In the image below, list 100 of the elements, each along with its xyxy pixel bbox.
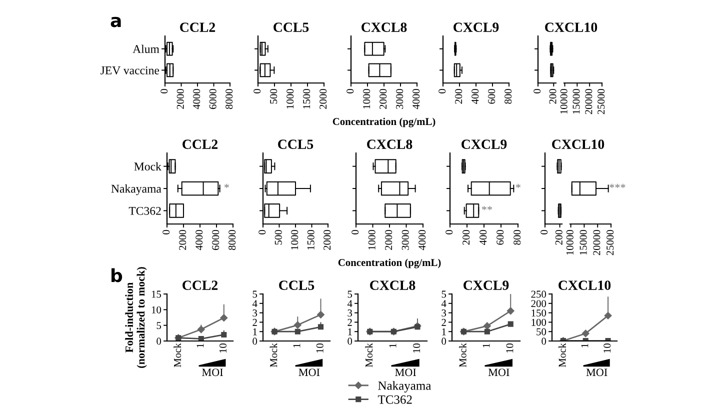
x-tick-label: 1000: [368, 230, 376, 250]
x-tick-label: 3000: [396, 88, 404, 109]
x-tick-label: 8000: [228, 230, 236, 250]
x-tick-label: Mock: [459, 343, 466, 368]
x-tick-label: 1000: [291, 230, 298, 250]
x-tick-label: 15000: [572, 88, 580, 114]
y-tick-label: 1: [442, 328, 446, 336]
chart-title: CCL2: [182, 140, 218, 149]
x-tick-label: 1: [196, 344, 204, 348]
x-tick-label: 2000: [179, 230, 186, 250]
chart-title: CXCL8: [367, 140, 412, 149]
x-tick-label: 600: [496, 230, 504, 245]
x-tick-label: 10: [219, 343, 227, 353]
y-tick-label: Nakayama: [111, 184, 162, 196]
x-tick-label: 15000: [580, 230, 587, 255]
y-tick-label: 2: [442, 318, 446, 326]
chart-title: CXCL9: [464, 280, 509, 290]
y-axis-title: Fold-induction (normalized to mock): [125, 267, 147, 368]
y-tick-label: Alum: [132, 44, 160, 54]
annotation: ***: [610, 184, 626, 188]
x-tick-label: 0: [162, 230, 170, 234]
x-tick-label: 0: [352, 230, 359, 234]
x-axis-title: Concentration (pg/mL): [332, 118, 436, 128]
y-tick-label: 10: [152, 306, 162, 314]
x-tick-label: 4000: [196, 230, 203, 250]
y-tick-label: 4: [252, 300, 258, 308]
y-tick-label: 3: [252, 310, 258, 317]
x-tick-label: 1: [293, 344, 300, 348]
x-tick-label: 200: [549, 88, 556, 104]
chart-title: CXCL10: [552, 140, 604, 149]
y-tick-label: 2: [252, 318, 257, 326]
x-tick-label: 500: [270, 88, 278, 104]
y-tick-label: 3: [442, 310, 446, 317]
x-tick-label: 25000: [606, 230, 614, 256]
x-tick-label: 6000: [212, 230, 220, 250]
y-tick-label: 15: [152, 290, 162, 298]
y-tick-label: TC362: [128, 206, 161, 215]
x-tick-label: 2000: [324, 230, 331, 250]
y-tick-label: 5: [252, 290, 258, 298]
chart-title: CCL5: [274, 22, 309, 32]
y-tick-label: 3: [348, 310, 352, 317]
x-axis-title: Concentration (pg/mL): [338, 258, 441, 268]
text: MOI: [395, 368, 416, 376]
x-tick-label: 20000: [593, 230, 600, 256]
chart-title: CCL5: [278, 140, 314, 149]
y-tick-label: JEV vaccine: [100, 66, 160, 74]
y-tick-label: 1: [253, 328, 257, 336]
chart-title: CXCL8: [370, 280, 416, 290]
x-tick-label: 20000: [585, 88, 592, 114]
chart-title: CXCL10: [558, 280, 611, 290]
x-tick-label: 1: [389, 344, 396, 348]
annotation: *: [224, 184, 229, 188]
annotation: **: [482, 206, 492, 210]
chart-title: CCL5: [279, 280, 314, 290]
x-tick-label: 10: [316, 343, 324, 353]
y-tick-label: 150: [532, 309, 546, 317]
x-tick-label: Mock: [558, 343, 566, 368]
y-tick-label: 250: [531, 290, 546, 298]
y-tick-label: 1: [348, 328, 352, 336]
x-tick-label: 200: [462, 230, 470, 245]
x-tick-label: 10000: [566, 230, 574, 255]
text: a: [110, 16, 121, 28]
x-tick-label: 4000: [418, 230, 426, 250]
y-tick-label: 4: [441, 300, 446, 308]
text: MOI: [488, 368, 510, 376]
chart-title: CXCL9: [462, 140, 507, 149]
x-tick-label: 800: [504, 88, 512, 104]
x-tick-label: 0: [160, 88, 168, 94]
y-tick-label: 5: [156, 322, 162, 330]
x-tick-label: 10000: [560, 88, 568, 114]
chart-title: CXCL10: [545, 22, 598, 32]
text: b: [112, 268, 122, 282]
x-tick-label: 10: [413, 343, 420, 353]
x-tick-label: 4000: [412, 88, 420, 110]
x-tick-label: 2000: [380, 88, 387, 109]
text: MOI: [202, 368, 223, 376]
x-tick-label: Mock: [270, 343, 278, 368]
x-tick-label: 6000: [209, 88, 216, 109]
chart-title: CCL2: [182, 280, 218, 290]
y-tick-label: 5: [348, 290, 352, 298]
x-tick-label: 10: [604, 343, 611, 353]
x-tick-label: 600: [488, 88, 496, 104]
x-tick-label: 1000: [286, 88, 294, 108]
x-tick-label: 1: [482, 344, 490, 348]
x-tick-label: 25000: [598, 88, 605, 114]
y-tick-label: 200: [531, 300, 546, 308]
x-tick-label: 4000: [193, 88, 200, 110]
chart-title: CXCL8: [362, 22, 407, 32]
annotation: *: [516, 184, 520, 188]
x-tick-label: 1500: [303, 88, 310, 108]
x-tick-label: 400: [472, 88, 479, 104]
chart-title: CCL2: [180, 22, 216, 32]
x-tick-label: 2000: [320, 88, 327, 109]
x-tick-label: 0: [446, 230, 453, 234]
x-tick-label: 1000: [363, 88, 370, 108]
chart-title: CXCL9: [454, 22, 499, 32]
x-tick-label: 0: [258, 230, 266, 234]
legend-label: TC362: [378, 395, 412, 404]
x-tick-label: 10: [506, 343, 514, 353]
x-tick-label: 1: [581, 344, 588, 348]
